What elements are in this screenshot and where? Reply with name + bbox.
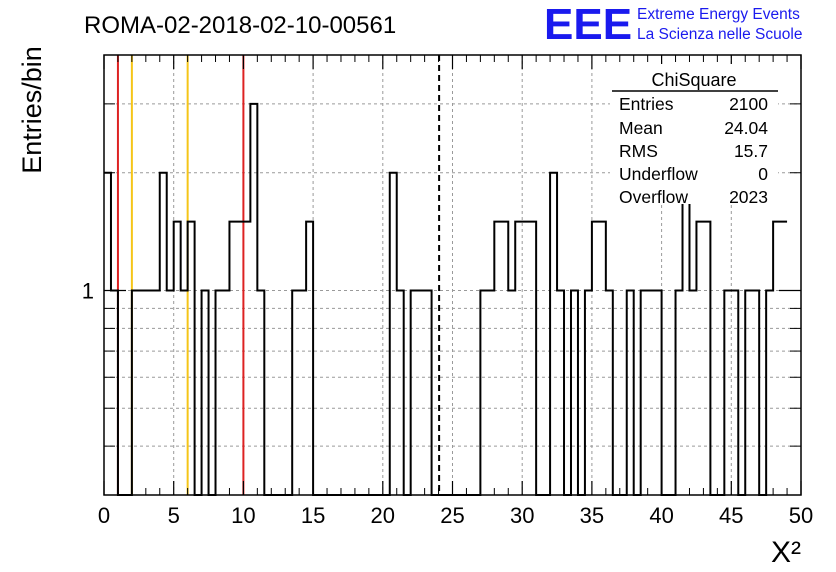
stats-value-overflow: 2023: [729, 187, 768, 207]
stats-title: ChiSquare: [651, 70, 736, 90]
stats-value-mean: 24.04: [724, 118, 768, 138]
y-tick-label: 1: [82, 278, 94, 303]
eee-logo: EEE Extreme Energy Events La Scienza nel…: [544, 0, 802, 49]
stats-value-underflow: 0: [758, 164, 768, 184]
y-axis-label: Entries/bin: [17, 46, 47, 174]
x-tick-label: 5: [168, 503, 180, 528]
logo-line-1: Extreme Energy Events: [637, 6, 800, 23]
x-tick-label: 10: [231, 503, 255, 528]
x-axis-label: X²: [771, 536, 801, 569]
stats-label-overflow: Overflow: [619, 187, 688, 207]
x-tick-label: 40: [649, 503, 673, 528]
x-tick-label: 20: [371, 503, 395, 528]
plot-frame: [103, 54, 802, 496]
x-tick-label: 15: [301, 503, 325, 528]
x-tick-label: 50: [789, 503, 813, 528]
stats-value-entries: 2100: [729, 94, 768, 114]
stats-label-underflow: Underflow: [619, 164, 698, 184]
x-tick-label: 25: [440, 503, 464, 528]
logo-line-2: La Scienza nelle Scuole: [637, 26, 802, 43]
x-tick-label: 30: [510, 503, 534, 528]
x-tick-label: 0: [98, 503, 110, 528]
stats-box: ChiSquare Entries 2100 Mean 24.04 RMS 15…: [610, 64, 778, 207]
x-tick-label: 35: [580, 503, 604, 528]
stats-label-rms: RMS: [619, 141, 658, 161]
y-tick-labels: 1: [82, 278, 94, 303]
chart-title: ROMA-02-2018-02-10-00561: [84, 12, 396, 39]
x-tick-label: 45: [719, 503, 743, 528]
stats-label-mean: Mean: [619, 118, 663, 138]
x-tick-labels: 0 5 10 15 20 25 30 35 40 45 50: [98, 503, 813, 528]
stats-box-bg: [610, 64, 778, 204]
stats-value-rms: 15.7: [734, 141, 768, 161]
stats-label-entries: Entries: [619, 94, 674, 114]
logo-mark: EEE: [544, 0, 632, 49]
